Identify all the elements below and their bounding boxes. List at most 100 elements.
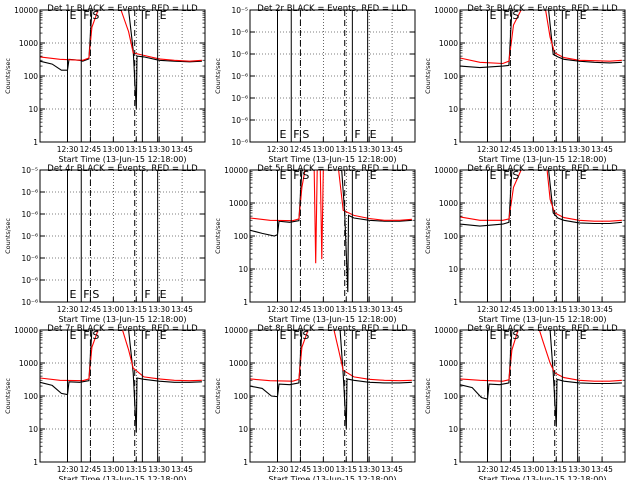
x-tick-label: 12:30 xyxy=(57,305,79,314)
y-tick-label: 10 xyxy=(238,265,248,274)
event-marker-label: F xyxy=(293,128,299,141)
event-marker-label: E xyxy=(490,9,497,22)
y-axis-label: Counts/sec xyxy=(4,58,12,94)
x-tick-label: 13:45 xyxy=(381,465,403,474)
x-tick-label: 13:00 xyxy=(523,305,545,314)
x-tick-label: 13:15 xyxy=(125,465,147,474)
event-marker-label: F xyxy=(564,169,570,182)
event-marker-label: S xyxy=(302,128,309,141)
y-tick-label: 10000 xyxy=(224,326,248,335)
y-tick-label: 10⁻⁶ xyxy=(21,254,38,263)
x-tick-label: 13:45 xyxy=(381,305,403,314)
event-marker-label: F xyxy=(354,169,360,182)
y-tick-label: 1 xyxy=(33,138,38,147)
lld-series-line xyxy=(459,329,622,382)
x-tick-label: 13:15 xyxy=(545,465,567,474)
lld-series-line xyxy=(249,329,412,382)
event-marker-label: F xyxy=(503,329,509,342)
y-tick-label: 100 xyxy=(444,232,459,241)
y-tick-label: 1000 xyxy=(439,39,458,48)
x-tick-label: 13:15 xyxy=(335,305,357,314)
event-marker-label: E xyxy=(580,169,587,182)
x-tick-label: 13:15 xyxy=(335,145,357,154)
y-tick-label: 10⁻⁶ xyxy=(231,72,248,81)
events-series-line xyxy=(459,169,622,227)
y-tick-label: 10 xyxy=(28,425,38,434)
y-tick-label: 100 xyxy=(24,72,39,81)
y-tick-label: 1000 xyxy=(439,199,458,208)
y-tick-label: 10 xyxy=(448,265,458,274)
x-tick-label: 12:45 xyxy=(290,305,312,314)
y-tick-label: 1000 xyxy=(439,359,458,368)
x-tick-label: 13:15 xyxy=(125,145,147,154)
event-marker-label: F xyxy=(83,288,89,301)
y-tick-label: 10⁻⁶ xyxy=(21,188,38,197)
y-tick-label: 10000 xyxy=(14,6,38,15)
x-axis-label: Start Time (13-Jun-15 12:18:00) xyxy=(479,315,607,324)
y-tick-label: 100 xyxy=(444,72,459,81)
lld-series-line xyxy=(39,9,202,62)
x-tick-label: 13:00 xyxy=(103,465,125,474)
x-tick-label: 12:30 xyxy=(477,305,499,314)
event-marker-label: E xyxy=(160,9,167,22)
panel-title: Det 9r BLACK = Events, RED = LLD xyxy=(467,324,618,334)
event-marker-label: E xyxy=(490,329,497,342)
x-tick-label: 12:30 xyxy=(477,145,499,154)
event-marker-label: F xyxy=(564,329,570,342)
x-tick-label: 13:30 xyxy=(568,305,590,314)
event-marker-label: S xyxy=(92,329,99,342)
lld-series-line xyxy=(459,9,622,65)
y-tick-label: 10⁻⁶ xyxy=(231,138,248,147)
x-tick-label: 13:30 xyxy=(358,465,380,474)
event-marker-label: F xyxy=(503,9,509,22)
x-tick-label: 12:30 xyxy=(267,305,289,314)
x-axis-label: Start Time (13-Jun-15 12:18:00) xyxy=(59,475,187,480)
x-tick-label: 12:45 xyxy=(80,305,102,314)
y-tick-label: 100 xyxy=(234,392,249,401)
y-tick-label: 10⁻⁶ xyxy=(231,94,248,103)
y-tick-label: 10⁻⁶ xyxy=(21,232,38,241)
event-marker-label: S xyxy=(92,288,99,301)
panel-title: Det 6r BLACK = Events, RED = LLD xyxy=(467,164,618,174)
panel-title: Det 3r BLACK = Events, RED = LLD xyxy=(467,4,618,14)
y-tick-label: 1000 xyxy=(19,359,38,368)
x-tick-label: 13:15 xyxy=(125,305,147,314)
event-marker-label: E xyxy=(280,169,287,182)
event-marker-label: F xyxy=(564,9,570,22)
x-axis-label: Start Time (13-Jun-15 12:18:00) xyxy=(269,315,397,324)
event-marker-label: S xyxy=(512,9,519,22)
y-tick-label: 10⁻⁶ xyxy=(21,210,38,219)
x-tick-label: 13:30 xyxy=(568,145,590,154)
y-tick-label: 10⁻⁶ xyxy=(231,50,248,59)
panel-title: Det 2r BLACK = Events, RED = LLD xyxy=(257,4,408,14)
y-tick-label: 10000 xyxy=(434,6,458,15)
y-tick-label: 10000 xyxy=(224,166,248,175)
panel-title: Det 5r BLACK = Events, RED = LLD xyxy=(257,164,408,174)
x-tick-label: 13:00 xyxy=(313,465,335,474)
panel-title: Det 8r BLACK = Events, RED = LLD xyxy=(257,324,408,334)
event-marker-label: E xyxy=(280,329,287,342)
x-tick-label: 13:45 xyxy=(171,305,193,314)
y-axis-label: Counts/sec xyxy=(4,378,12,414)
x-tick-label: 13:30 xyxy=(358,145,380,154)
x-tick-label: 12:45 xyxy=(500,145,522,154)
lld-series-line xyxy=(459,169,622,222)
y-tick-label: 10000 xyxy=(14,326,38,335)
x-tick-label: 13:45 xyxy=(591,465,613,474)
y-tick-label: 10000 xyxy=(434,326,458,335)
x-tick-label: 12:30 xyxy=(267,465,289,474)
x-axis-label: Start Time (13-Jun-15 12:18:00) xyxy=(59,315,187,324)
y-tick-label: 1000 xyxy=(19,39,38,48)
x-tick-label: 13:30 xyxy=(148,305,170,314)
panel-title: Det 1r BLACK = Events, RED = LLD xyxy=(47,4,198,14)
event-marker-label: E xyxy=(370,329,377,342)
event-marker-label: F xyxy=(354,128,360,141)
x-tick-label: 13:45 xyxy=(171,145,193,154)
detector-panel: E F S F E10⁻⁶10⁻⁶10⁻⁶10⁻⁶10⁻⁶10⁻⁶10⁻⁵12:30 12… xyxy=(214,4,416,164)
y-tick-label: 10⁻⁶ xyxy=(231,116,248,125)
event-marker-label: E xyxy=(370,128,377,141)
